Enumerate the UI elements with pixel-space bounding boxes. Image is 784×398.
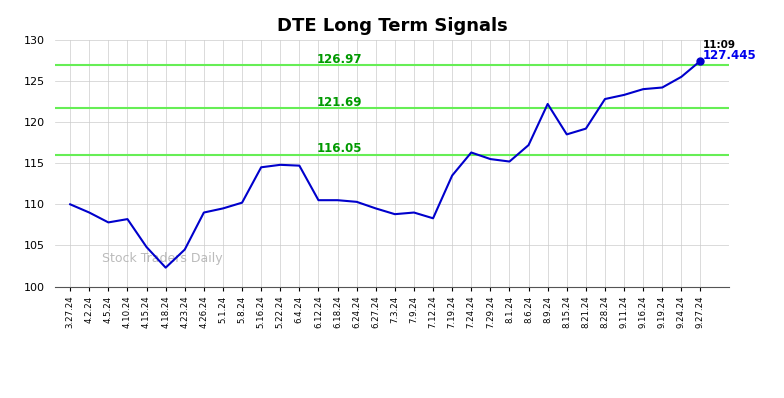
Text: Stock Traders Daily: Stock Traders Daily <box>102 252 223 265</box>
Text: 11:09: 11:09 <box>702 41 735 51</box>
Point <box>694 58 706 64</box>
Text: 127.445: 127.445 <box>702 49 756 62</box>
Text: 121.69: 121.69 <box>317 96 362 109</box>
Text: 126.97: 126.97 <box>317 53 362 66</box>
Text: 116.05: 116.05 <box>317 142 362 156</box>
Title: DTE Long Term Signals: DTE Long Term Signals <box>277 18 507 35</box>
